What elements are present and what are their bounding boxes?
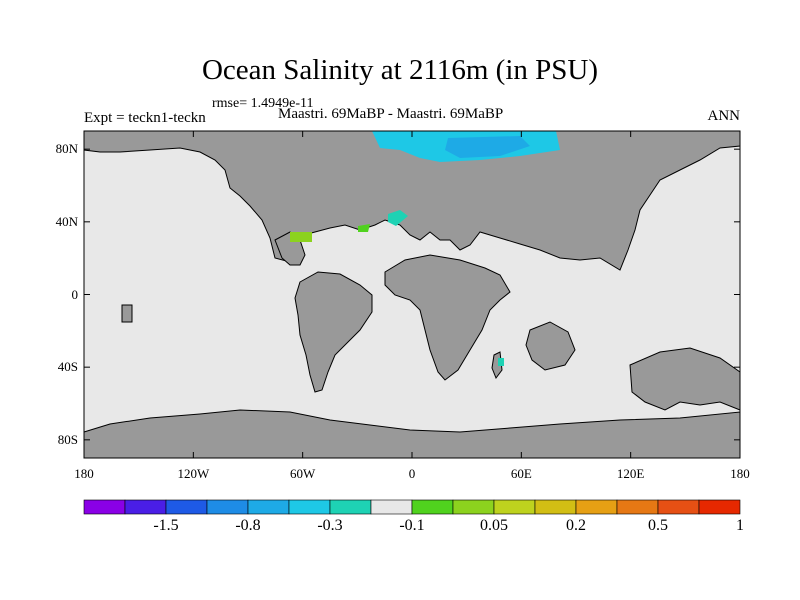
- lon-tick-label: 180: [74, 466, 94, 481]
- arctic-anomaly-core-patch: [445, 136, 530, 158]
- colorbar-swatch: [452, 499, 495, 515]
- india-landmass: [525, 321, 576, 371]
- lat-tick-label: 40S: [57, 359, 78, 375]
- axis-ticks: [83, 131, 741, 458]
- colorbar-swatch: [370, 499, 413, 515]
- colorbar-swatch: [616, 499, 659, 515]
- experiment-label: Expt = teckn1-teckn: [84, 110, 206, 126]
- colorbar-tick-label: 0.2: [566, 517, 586, 534]
- colorbar-tick-label: -1.5: [153, 517, 179, 534]
- colorbar-swatch: [124, 499, 167, 515]
- atlantic-anomaly-patch: [358, 224, 370, 232]
- lon-tick-label: 0: [408, 466, 416, 481]
- colorbar-tick-label: 1: [736, 517, 744, 534]
- lon-tick-label: 180: [730, 466, 750, 481]
- colorbar-swatch: [657, 499, 700, 515]
- pacific-island: [121, 304, 133, 323]
- colorbar-swatch: [534, 499, 577, 515]
- australia-landmass: [629, 347, 741, 411]
- colorbar-tick-label: -0.3: [317, 517, 343, 534]
- colorbar-swatch: [206, 499, 249, 515]
- colorbar: [83, 499, 741, 515]
- tethys-anomaly-patch: [388, 210, 408, 226]
- colorbar-swatch: [165, 499, 208, 515]
- colorbar-swatch: [493, 499, 536, 515]
- lat-tick-label: 0: [71, 286, 79, 302]
- colorbar-tick-label: 0.5: [648, 517, 668, 534]
- colorbar-swatch: [698, 499, 741, 515]
- period-label: Maastri. 69MaBP - Maastri. 69MaBP: [278, 106, 504, 122]
- lon-tick-label: 60E: [510, 466, 532, 481]
- colorbar-tick-label: -0.1: [399, 517, 425, 534]
- season-label: ANN: [707, 108, 741, 124]
- north-america-anomaly-patch: [290, 232, 312, 242]
- colorbar-swatch: [575, 499, 618, 515]
- lat-tick-label: 40N: [55, 213, 78, 229]
- lon-tick-label: 120W: [177, 466, 210, 481]
- plot-title: Ocean Salinity at 2116m (in PSU): [201, 54, 599, 86]
- lon-tick-label: 120E: [616, 466, 645, 481]
- colorbar-swatch: [329, 499, 372, 515]
- madagascar-anomaly-patch: [498, 358, 504, 366]
- colorbar-tick-label: -0.8: [235, 517, 261, 534]
- africa-landmass: [384, 254, 511, 381]
- north-america-landmass: [83, 130, 741, 271]
- lon-tick-label: 60W: [290, 466, 316, 481]
- anomaly-layer: [290, 131, 560, 366]
- colorbar-tick-label: 0.05: [480, 517, 508, 534]
- rmse-label: rmse= 1.4949e-11: [212, 96, 314, 111]
- colorbar-swatch: [247, 499, 290, 515]
- lat-tick-label: 80N: [55, 141, 78, 157]
- lat-tick-label: 80S: [57, 431, 78, 447]
- south-america-landmass: [294, 271, 373, 393]
- colorbar-swatch: [83, 499, 126, 515]
- colorbar-swatch: [411, 499, 454, 515]
- colorbar-swatch: [288, 499, 331, 515]
